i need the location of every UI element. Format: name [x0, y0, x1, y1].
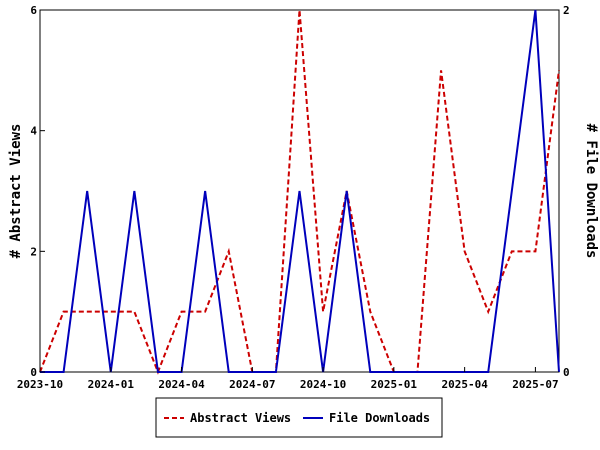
y-tick-label: 4 — [30, 125, 37, 138]
y-axis-title: # Abstract Views — [8, 124, 24, 259]
legend-box — [155, 397, 443, 438]
x-tick-label: 2024-01 — [88, 378, 135, 391]
y-tick-label: 2 — [30, 245, 37, 258]
y2-axis-title: # File Downloads — [583, 124, 599, 259]
y2-tick-label: 2 — [563, 4, 570, 17]
legend: Abstract Views File Downloads — [155, 397, 443, 438]
x-tick-label: 2024-10 — [300, 378, 346, 391]
series-lines — [39, 9, 560, 375]
x-tick-label: 2025-04 — [441, 378, 488, 391]
x-tick-label: 2024-04 — [158, 378, 205, 391]
y-tick-label: 0 — [30, 366, 37, 379]
legend-label-abstract-views: Abstract Views — [190, 411, 291, 425]
x-tick-label: 2025-07 — [512, 378, 558, 391]
y2-axis-ticks: 02 — [554, 4, 570, 379]
y-axis-ticks: 0 2 4 6 — [30, 4, 45, 379]
x-tick-label: 2023-10 — [17, 378, 63, 391]
legend-label-file-downloads: File Downloads — [329, 411, 430, 425]
x-tick-label: 2024-07 — [229, 378, 275, 391]
y-tick-label: 6 — [30, 4, 37, 17]
y2-tick-label: 0 — [563, 366, 570, 379]
series-line-file-downloads — [40, 9, 560, 373]
x-axis-ticks: 2023-10 2024-01 2024-04 2024-07 2024-10 2025-… — [17, 367, 559, 391]
x-tick-label: 2025-01 — [371, 378, 418, 391]
